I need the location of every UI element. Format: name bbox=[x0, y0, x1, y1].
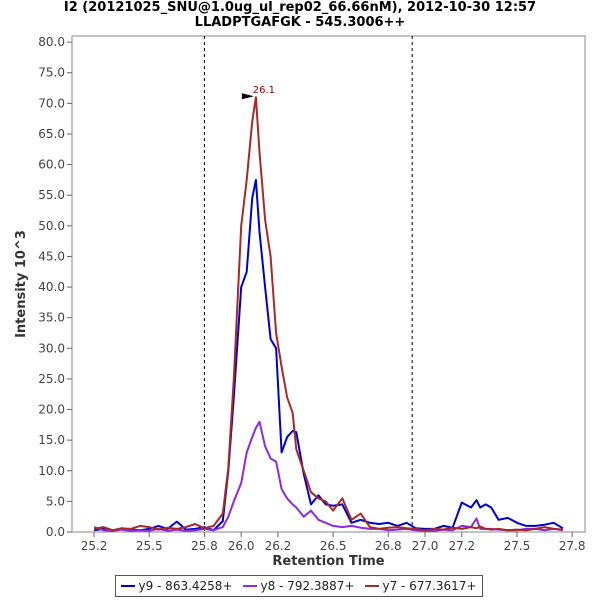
x-tick-label: 25.5 bbox=[136, 539, 163, 553]
x-tick-label: 27.0 bbox=[412, 539, 439, 553]
x-tick-label: 26.5 bbox=[320, 539, 347, 553]
legend: y9 - 863.4258+ y8 - 792.3887+ y7 - 677.3… bbox=[115, 575, 483, 597]
y-tick-label: 35.0 bbox=[38, 311, 65, 325]
y-tick-label: 30.0 bbox=[38, 341, 65, 355]
x-tick-label: 26.0 bbox=[228, 539, 255, 553]
legend-label-y9: y9 - 863.4258+ bbox=[138, 579, 233, 593]
y-tick-label: 10.0 bbox=[38, 464, 65, 478]
series-line-y9 bbox=[93, 178, 564, 532]
x-tick-label: 26.8 bbox=[375, 539, 402, 553]
y-tick-label: 65.0 bbox=[38, 127, 65, 141]
x-tick-label: 27.2 bbox=[448, 539, 475, 553]
x-tick-label: 25.2 bbox=[81, 539, 108, 553]
chart-title: I2 (20121025_SNU@1.0ug_ul_rep02_66.66nM)… bbox=[63, 0, 537, 15]
y-tick-label: 40.0 bbox=[38, 280, 65, 294]
legend-label-y8: y8 - 792.3887+ bbox=[260, 579, 355, 593]
legend-swatch-y7 bbox=[365, 585, 380, 587]
peak-label: 26.1 bbox=[253, 85, 275, 96]
y-tick-label: 50.0 bbox=[38, 219, 65, 233]
legend-label-y7: y7 - 677.3617+ bbox=[382, 579, 477, 593]
peak-marker-icon bbox=[241, 93, 254, 100]
chromatogram-chart: 0.0 5.0 10.0 15.0 20.0 25.0 30.0 35.0 40.0 45.0 50… bbox=[14, 35, 586, 569]
x-axis-label: Retention Time bbox=[272, 554, 384, 569]
y-tick-label: 0.0 bbox=[46, 525, 65, 539]
y-tick-label: 75.0 bbox=[38, 66, 65, 80]
series-line-y7 bbox=[93, 96, 563, 532]
legend-swatch-y8 bbox=[243, 585, 258, 587]
legend-item-y7: y7 - 677.3617+ bbox=[365, 579, 477, 593]
x-tick-label: 25.8 bbox=[191, 539, 218, 553]
y-tick-label: 80.0 bbox=[38, 35, 65, 49]
x-tick-label: 27.5 bbox=[504, 539, 531, 553]
legend-item-y8: y8 - 792.3887+ bbox=[243, 579, 355, 593]
chart-subtitle: LLADPTGAFGK - 545.3006++ bbox=[194, 15, 406, 30]
x-tick-label: 27.8 bbox=[559, 539, 586, 553]
series-line-y8 bbox=[93, 420, 564, 532]
y-tick-label: 20.0 bbox=[38, 403, 65, 417]
y-tick-label: 45.0 bbox=[38, 249, 65, 263]
legend-swatch-y9 bbox=[121, 585, 136, 587]
legend-item-y9: y9 - 863.4258+ bbox=[121, 579, 233, 593]
y-tick-label: 15.0 bbox=[38, 433, 65, 447]
y-tick-label: 55.0 bbox=[38, 188, 65, 202]
y-tick-label: 5.0 bbox=[46, 494, 65, 508]
x-tick-label: 26.2 bbox=[265, 539, 292, 553]
y-axis-label: Intensity 10^3 bbox=[14, 230, 29, 338]
y-tick-label: 60.0 bbox=[38, 158, 65, 172]
plot-area bbox=[71, 35, 586, 533]
y-tick-label: 25.0 bbox=[38, 372, 65, 386]
y-tick-label: 70.0 bbox=[38, 96, 65, 110]
